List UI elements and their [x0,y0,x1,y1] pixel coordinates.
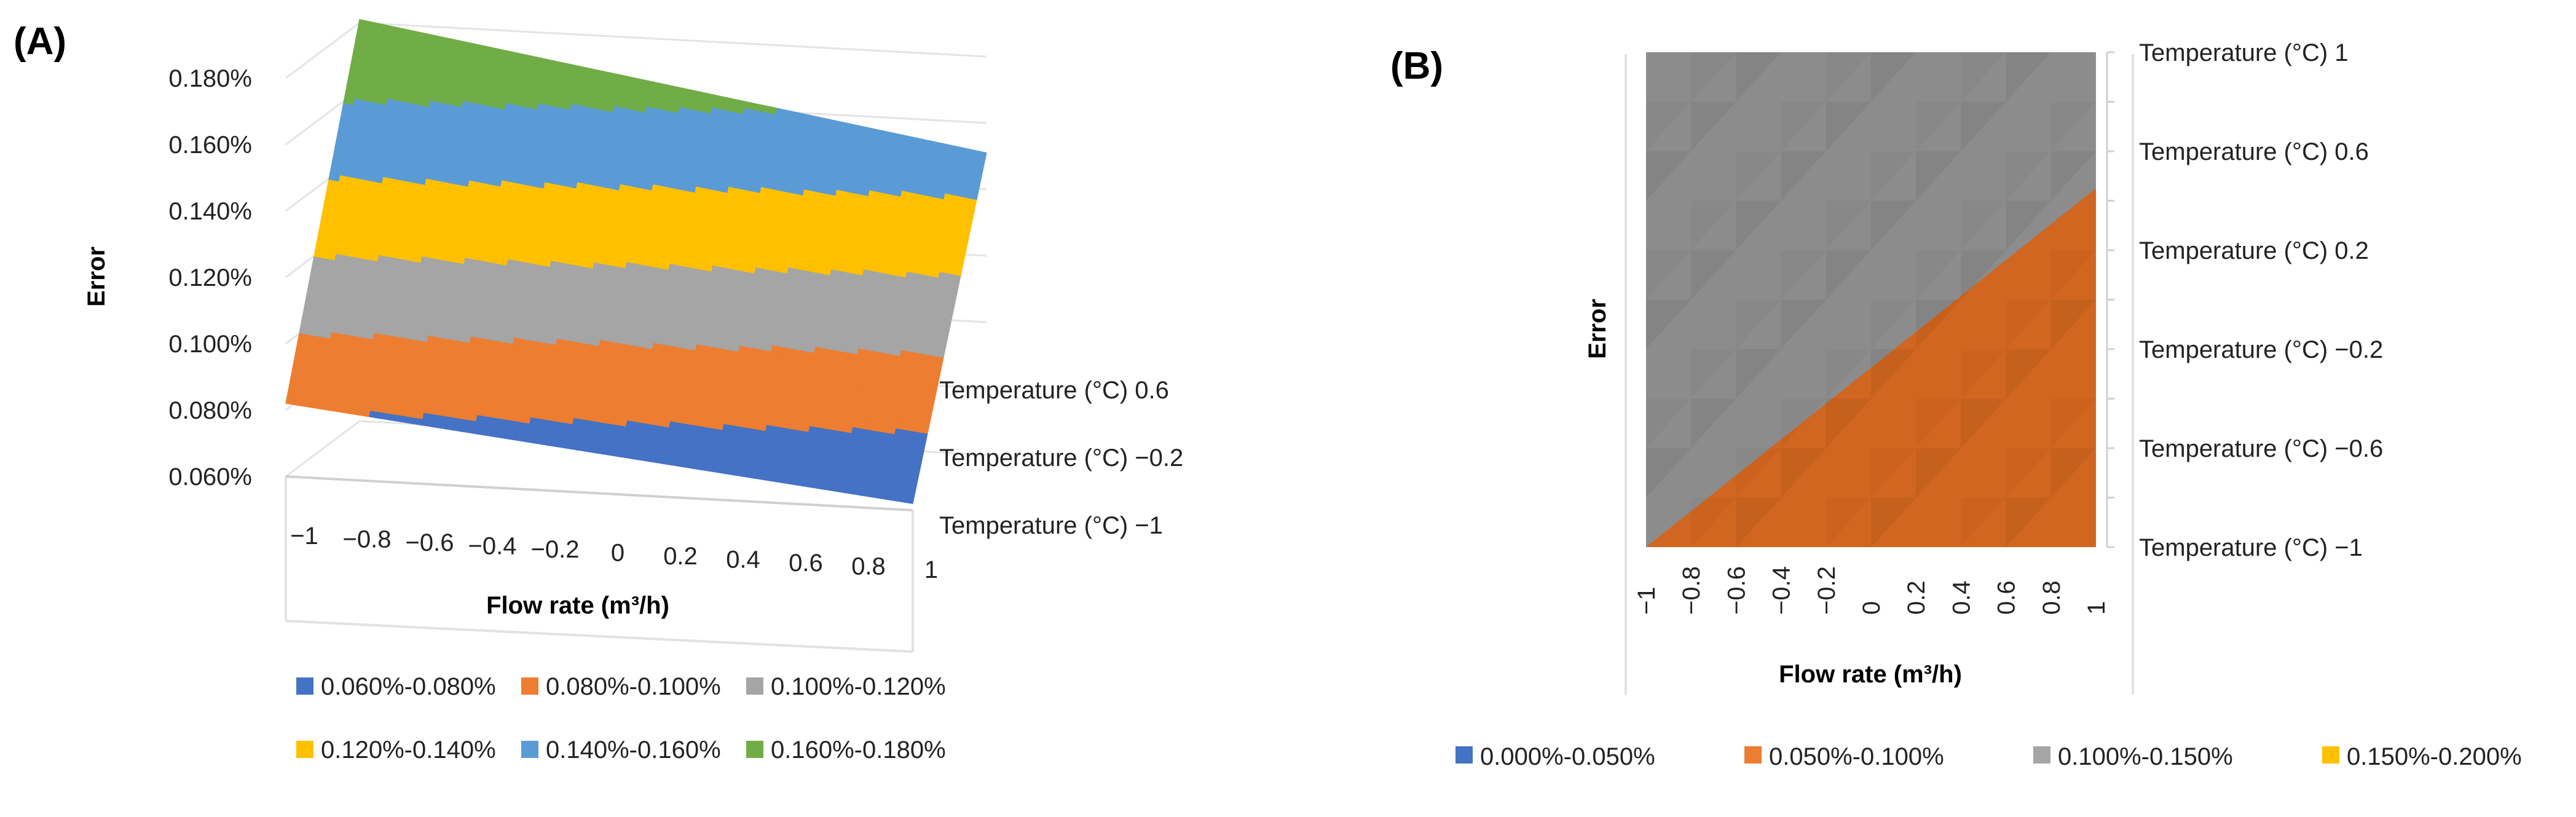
x-tick-label: −0.6 [406,529,454,556]
legend-swatch [746,741,763,758]
legend-swatch [2322,746,2339,764]
series-labels: Temperature (°C) 0.6 Temperature (°C) −0.… [939,377,1183,539]
y-tick-label: Temperature (°C) 0.6 [2139,138,2369,165]
legend-swatch [296,741,313,758]
z-tick-label: 0.080% [168,397,252,424]
panel-label-b: (B) [1390,45,1443,87]
z-tick-labels: 0.060% 0.080% 0.100% 0.120% 0.140% 0.160% 0.18… [168,65,252,491]
x-tick-label: 0.4 [1948,580,1975,615]
x-tick-label: 0 [1858,601,1885,615]
x-axis-label: Flow rate (m³/h) [1779,661,1962,688]
contour-plot [1646,51,2114,548]
series-label: Temperature (°C) 0.6 [939,377,1169,404]
legend: 0.000%-0.050% 0.050%-0.100% 0.100%-0.150% 0… [1455,743,2522,770]
x-tick-label: 0.8 [851,553,886,580]
z-tick-label: 0.060% [168,464,252,491]
legend-label: 0.100%-0.120% [771,673,946,700]
legend-label: 0.000%-0.050% [1480,743,1655,770]
x-tick-labels: −1 −0.8 −0.6 −0.4 −0.2 0 0.2 0.4 0.6 0.8 1 [290,523,938,583]
x-tick-label: 0.6 [1993,580,2020,615]
x-tick-label: −0.4 [1768,566,1795,615]
series-label: Temperature (°C) −1 [939,512,1163,539]
legend-swatch [1744,746,1762,764]
x-tick-label: 0.4 [726,547,760,574]
x-tick-label: 0.8 [2038,580,2065,615]
x-tick-labels: −1 −0.8 −0.6 −0.4 −0.2 0 0.2 0.4 0.6 0.8 1 [1633,566,2110,615]
z-tick-label: 0.160% [168,132,252,159]
legend-swatch [521,677,538,695]
y-axis-label: Error [83,247,110,307]
series-label: Temperature (°C) −0.2 [939,444,1183,472]
x-tick-label: −0.4 [468,533,517,560]
legend-label: 0.140%-0.160% [546,736,721,764]
y-tick-label: Temperature (°C) −0.2 [2139,336,2383,363]
legend-swatch [1455,746,1473,764]
x-tick-label: −1 [290,523,318,550]
x-tick-label: −1 [1633,586,1660,615]
chart-b: (B) Temperature (°C) 1 Temperature (°C) 0… [1390,39,2522,770]
y-tick-label: Temperature (°C) −0.6 [2139,435,2383,462]
legend-label: 0.160%-0.180% [771,736,946,764]
legend-swatch [746,677,763,695]
surface-plot [285,18,987,504]
legend-swatch [521,741,538,758]
legend-label: 0.150%-0.200% [2347,743,2522,770]
z-tick-label: 0.100% [168,331,252,358]
x-tick-label: 0.2 [663,543,698,570]
x-axis-label: Flow rate (m³/h) [486,592,669,619]
legend-label: 0.080%-0.100% [546,673,721,700]
x-tick-label: 0.6 [789,550,823,577]
x-tick-label: 1 [924,556,938,583]
legend: 0.060%-0.080% 0.080%-0.100% 0.100%-0.120% 0… [296,673,946,764]
x-tick-label: 1 [2083,601,2110,615]
y-tick-label: Temperature (°C) 1 [2139,39,2349,66]
z-tick-label: 0.120% [168,264,252,291]
x-tick-label: −0.8 [343,526,392,553]
y-tick-label: Temperature (°C) 0.2 [2139,237,2369,264]
legend-swatch [296,677,313,695]
y-tick-label: Temperature (°C) −1 [2139,534,2363,561]
legend-label: 0.050%-0.100% [1769,743,1944,770]
legend-label: 0.100%-0.150% [2058,743,2233,770]
y-axis-label: Error [1584,299,1611,359]
z-tick-label: 0.140% [168,198,252,225]
legend-swatch [2033,746,2050,764]
legend-label: 0.060%-0.080% [321,673,496,700]
z-tick-label: 0.180% [168,65,252,92]
x-tick-label: −0.2 [531,536,580,563]
x-tick-label: 0.2 [1903,580,1930,615]
chart-a: (A) 0.060% 0.080% 0.100% 0.120% 0.140% 0.160%… [14,18,1183,764]
legend-label: 0.120%-0.140% [321,736,496,764]
y-tick-labels: Temperature (°C) 1 Temperature (°C) 0.6 Te… [2139,39,2383,561]
frame-line [285,620,913,653]
x-tick-label: −0.2 [1813,566,1840,615]
x-tick-label: −0.6 [1723,566,1750,615]
panel-label-a: (A) [14,20,66,63]
x-tick-label: −0.8 [1678,566,1705,615]
x-tick-label: 0 [611,540,624,567]
